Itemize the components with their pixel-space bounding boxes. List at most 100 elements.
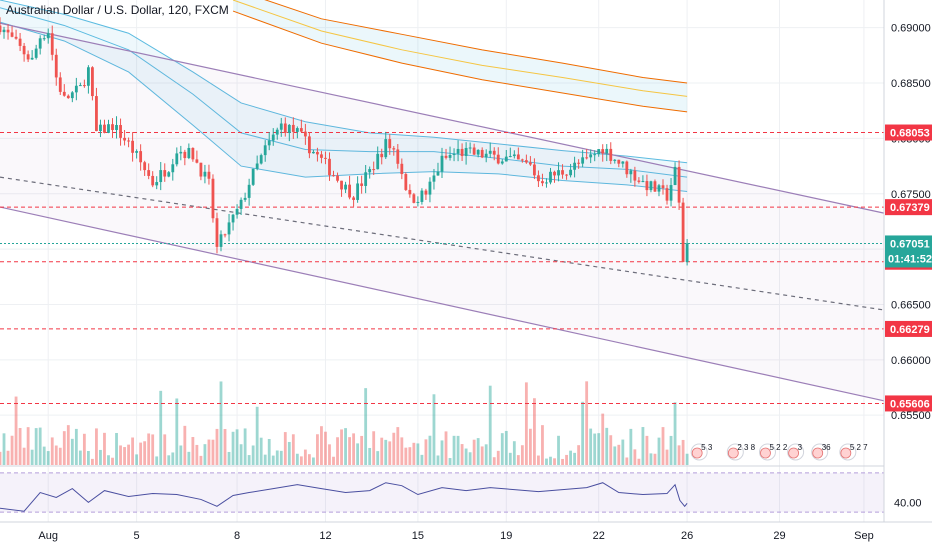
candle-body — [215, 218, 219, 247]
candle-body — [171, 164, 175, 173]
volume-bar — [657, 437, 661, 465]
channel-fill — [0, 23, 884, 401]
candle-body — [384, 139, 388, 158]
volume-bar — [235, 429, 239, 465]
volume-bar — [299, 456, 303, 465]
candle-body — [91, 67, 94, 97]
flag-icon — [691, 447, 703, 459]
candle-body — [271, 134, 275, 141]
volume-bar — [533, 398, 536, 465]
candle-body — [283, 123, 287, 133]
candle-body — [593, 154, 597, 156]
volume-bar — [609, 435, 613, 465]
rsi-line — [0, 482, 688, 512]
volume-bar — [452, 435, 456, 465]
volume-bar — [541, 425, 544, 465]
volume-bar — [528, 428, 532, 465]
candle-body — [577, 162, 581, 164]
candle-body — [123, 137, 126, 141]
price-tags-layer: 0.680530.673790.668860.662790.656060.670… — [885, 124, 932, 412]
volume-bar — [520, 445, 524, 465]
volume-bar — [569, 450, 572, 465]
volume-bar — [537, 455, 540, 465]
volume-bar — [512, 441, 516, 465]
candle-body — [167, 172, 171, 177]
levels-layer — [0, 132, 884, 404]
candle-body — [661, 185, 665, 189]
candle-body — [440, 155, 444, 172]
volume-bar — [516, 455, 520, 465]
volume-bar — [0, 451, 2, 465]
volume-bar — [645, 435, 649, 465]
price-tick-label: 0.68500 — [891, 78, 931, 90]
volume-bar — [508, 452, 512, 465]
candle-body — [448, 155, 452, 158]
volume-bar — [62, 431, 66, 465]
candle-body — [609, 148, 613, 161]
candle-body — [665, 188, 669, 201]
event-marker-label: 5 3 — [701, 443, 713, 452]
volume-bar — [553, 458, 556, 465]
volume-bar — [223, 428, 227, 465]
volume-bar — [677, 445, 681, 465]
volume-bar — [115, 432, 118, 465]
candle-body — [291, 124, 295, 132]
candle-body — [151, 175, 155, 186]
volume-layer — [0, 381, 689, 465]
volume-bar — [14, 396, 18, 465]
candle-body — [553, 171, 556, 176]
volume-bar — [207, 439, 211, 465]
volume-bar — [275, 450, 279, 465]
volume-bar — [103, 432, 106, 465]
candle-body — [621, 161, 625, 164]
candle-body — [669, 185, 673, 201]
date-tick-label: 15 — [412, 530, 424, 542]
candle-body — [179, 151, 183, 154]
volume-bar — [131, 437, 135, 465]
candle-body — [119, 125, 122, 138]
candle-body — [50, 33, 54, 55]
volume-bar — [432, 394, 436, 465]
candle-body — [581, 157, 585, 164]
events-layer: 5 3 2 3 8 5 2 2 3 36 5 2 7 — [690, 443, 868, 461]
volume-bar — [573, 452, 577, 465]
volume-bar — [484, 444, 488, 465]
candle-body — [673, 166, 677, 186]
volume-bar — [388, 441, 392, 465]
volume-bar — [613, 446, 617, 465]
volume-bar — [143, 441, 147, 465]
candle-body — [99, 124, 102, 132]
candle-body — [0, 25, 2, 33]
volume-bar — [577, 445, 581, 465]
candle-body — [267, 140, 271, 146]
volume-bar — [348, 437, 351, 465]
ma-band-fill — [0, 0, 688, 192]
volume-bar — [34, 428, 38, 465]
volume-bar — [111, 457, 114, 465]
volume-bar — [561, 458, 564, 465]
volume-bar — [673, 402, 677, 465]
candle-body — [203, 171, 207, 177]
volume-bar — [247, 455, 251, 465]
candle-body — [436, 171, 440, 176]
candle-body — [86, 67, 90, 86]
candle-body — [396, 149, 400, 164]
candle-body — [360, 183, 364, 186]
candle-body — [62, 91, 66, 96]
candle-body — [605, 148, 609, 154]
volume-bar — [18, 427, 22, 465]
volume-bar — [46, 451, 50, 465]
candle-body — [520, 159, 524, 161]
volume-bar — [340, 429, 343, 465]
volume-bar — [581, 401, 585, 465]
volume-bar — [163, 434, 167, 465]
candle-body — [392, 148, 396, 150]
volume-bar — [617, 444, 621, 465]
candle-body — [456, 148, 460, 154]
volume-bar — [344, 428, 347, 465]
volume-bar — [336, 437, 339, 465]
candle-body — [263, 145, 267, 156]
candle-body — [191, 147, 195, 160]
